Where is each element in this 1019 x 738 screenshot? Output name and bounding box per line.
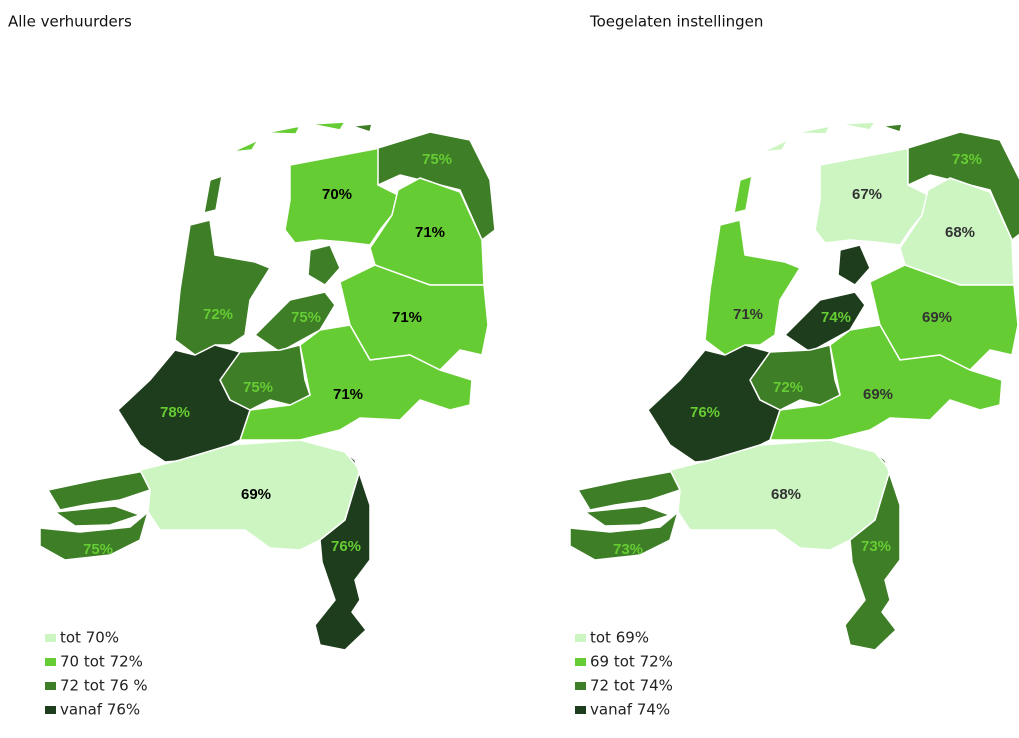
legend-label: vanaf 74% bbox=[590, 701, 670, 719]
region-label: 72% bbox=[773, 379, 803, 396]
region-label: 74% bbox=[821, 309, 851, 326]
legend-swatch bbox=[575, 682, 586, 690]
region bbox=[174, 175, 271, 356]
region-label: 76% bbox=[690, 404, 720, 421]
region bbox=[569, 469, 681, 561]
region-label: 75% bbox=[83, 541, 113, 558]
region bbox=[314, 451, 371, 651]
legend-swatch bbox=[575, 658, 586, 666]
region bbox=[39, 469, 151, 561]
legend-swatch bbox=[45, 682, 56, 690]
legend-label: tot 70% bbox=[60, 629, 119, 647]
region-label: 75% bbox=[291, 309, 321, 326]
region-label: 72% bbox=[203, 306, 233, 323]
region-label: 76% bbox=[331, 538, 361, 555]
region-label: 70% bbox=[322, 186, 352, 203]
region-label: 69% bbox=[241, 486, 271, 503]
region-label: 71% bbox=[392, 309, 422, 326]
legend-label: 72 tot 74% bbox=[590, 677, 673, 695]
legend-label: vanaf 76% bbox=[60, 701, 140, 719]
region bbox=[704, 175, 801, 356]
region-label: 73% bbox=[861, 538, 891, 555]
region bbox=[844, 451, 901, 651]
legend-label: 70 tot 72% bbox=[60, 653, 143, 671]
region-label: 71% bbox=[415, 224, 445, 241]
legend-swatch bbox=[575, 634, 586, 642]
map: 67% 73% 68% 71% 74% 69% 69% 72% 76% 73% 68% 73% tot … bbox=[569, 121, 1019, 719]
map: 70% 75% 71% 72% 75% 71% 71% 75% 78% 75% 69% 76% tot … bbox=[39, 121, 496, 719]
legend-swatch bbox=[45, 634, 56, 642]
region-label: 71% bbox=[733, 306, 763, 323]
legend-label: tot 69% bbox=[590, 629, 649, 647]
region-label: 69% bbox=[863, 386, 893, 403]
region-label: 68% bbox=[945, 224, 975, 241]
region bbox=[761, 121, 929, 246]
region-label: 73% bbox=[952, 151, 982, 168]
region-label: 68% bbox=[771, 486, 801, 503]
region-label: 78% bbox=[160, 404, 190, 421]
region bbox=[669, 439, 891, 551]
legend-swatch bbox=[45, 706, 56, 714]
region bbox=[139, 439, 361, 551]
region-label: 73% bbox=[613, 541, 643, 558]
region-label: 75% bbox=[422, 151, 452, 168]
region-label: 69% bbox=[922, 309, 952, 326]
region-label: 67% bbox=[852, 186, 882, 203]
region bbox=[254, 244, 341, 353]
region-label: 71% bbox=[333, 386, 363, 403]
region-label: 75% bbox=[243, 379, 273, 396]
region bbox=[231, 121, 399, 246]
map-title: Alle verhuurders bbox=[8, 13, 132, 31]
legend-label: 69 tot 72% bbox=[590, 653, 673, 671]
legend-swatch bbox=[575, 706, 586, 714]
legend-swatch bbox=[45, 658, 56, 666]
legend-label: 72 tot 76 % bbox=[60, 677, 148, 695]
map-title: Toegelaten instellingen bbox=[589, 13, 763, 31]
